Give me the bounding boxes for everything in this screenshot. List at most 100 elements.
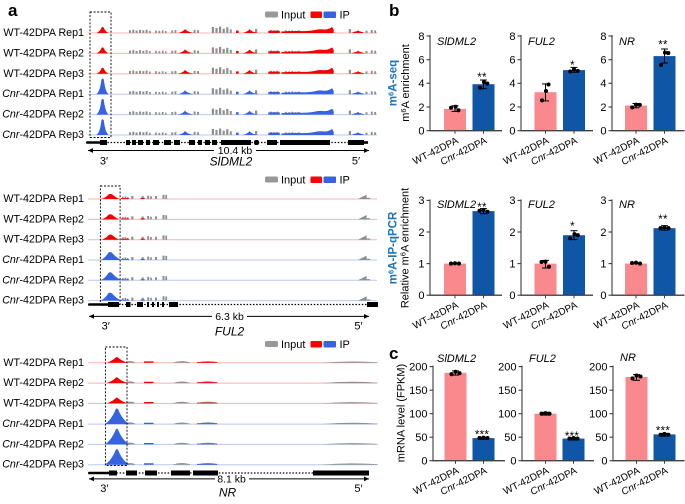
svg-text:SlDML2: SlDML2 (437, 199, 476, 211)
svg-text:WT-42DPA Rep1: WT-42DPA Rep1 (3, 193, 84, 205)
svg-text:150: 150 (409, 385, 427, 397)
svg-text:m6A-IP-qPCR: m6A-IP-qPCR (387, 211, 400, 284)
svg-text:4: 4 (600, 78, 606, 90)
svg-text:Cnr-42DPA Rep2: Cnr-42DPA Rep2 (2, 109, 84, 121)
svg-text:0: 0 (509, 126, 515, 138)
svg-text:50: 50 (415, 432, 427, 444)
svg-text:6: 6 (418, 55, 424, 67)
svg-text:a: a (8, 1, 18, 20)
svg-text:Cnr-42DPA Rep3: Cnr-42DPA Rep3 (2, 129, 84, 141)
svg-text:**: ** (477, 202, 487, 214)
svg-text:6: 6 (509, 55, 515, 67)
svg-text:**: ** (658, 214, 668, 226)
svg-text:2: 2 (509, 102, 515, 114)
svg-text:0: 0 (601, 456, 607, 468)
svg-text:5′: 5′ (354, 483, 362, 495)
svg-text:200: 200 (589, 361, 607, 373)
svg-text:WT-42DPA Rep3: WT-42DPA Rep3 (3, 397, 84, 409)
svg-text:0: 0 (510, 456, 516, 468)
svg-text:8: 8 (600, 31, 606, 43)
svg-text:WT-42DPA Rep3: WT-42DPA Rep3 (3, 234, 84, 246)
svg-text:FUL2: FUL2 (528, 199, 555, 211)
svg-text:2: 2 (600, 227, 606, 239)
svg-text:SlDML2: SlDML2 (437, 353, 476, 365)
svg-text:Cnr-42DPA Rep1: Cnr-42DPA Rep1 (2, 254, 84, 266)
svg-text:Cnr-42DPA Rep1: Cnr-42DPA Rep1 (2, 88, 84, 100)
svg-text:WT-42DPA Rep2: WT-42DPA Rep2 (3, 213, 84, 225)
svg-text:m6A enrichment: m6A enrichment (399, 44, 412, 122)
svg-text:*: * (570, 221, 575, 233)
svg-text:3′: 3′ (100, 156, 108, 168)
svg-text:1: 1 (600, 258, 606, 270)
svg-text:8: 8 (509, 31, 515, 43)
svg-text:Cnr-42DPA Rep3: Cnr-42DPA Rep3 (2, 459, 84, 471)
svg-text:FUL2: FUL2 (529, 353, 556, 365)
svg-text:2: 2 (418, 102, 424, 114)
svg-text:b: b (389, 1, 399, 20)
svg-text:100: 100 (409, 409, 427, 421)
svg-text:150: 150 (498, 385, 516, 397)
svg-text:SlDML2: SlDML2 (437, 36, 476, 48)
svg-text:**: ** (658, 40, 668, 52)
svg-text:**: ** (477, 72, 487, 84)
svg-text:8: 8 (418, 31, 424, 43)
svg-text:2: 2 (600, 102, 606, 114)
svg-text:2: 2 (418, 227, 424, 239)
svg-text:Cnr-42DPA Rep2: Cnr-42DPA Rep2 (2, 438, 84, 450)
svg-text:***: *** (565, 431, 580, 443)
svg-text:Cnr-42DPA Rep1: Cnr-42DPA Rep1 (2, 418, 84, 430)
svg-text:8.1 kb: 8.1 kb (217, 474, 246, 486)
svg-text:m6A-seq: m6A-seq (387, 60, 400, 106)
svg-text:WT-42DPA Rep1: WT-42DPA Rep1 (3, 357, 84, 369)
svg-text:100: 100 (589, 409, 607, 421)
svg-text:3: 3 (600, 195, 606, 207)
svg-text:NR: NR (619, 199, 635, 211)
svg-text:WT-42DPA Rep1: WT-42DPA Rep1 (3, 27, 84, 39)
svg-text:4: 4 (509, 78, 515, 90)
svg-text:10.4 kb: 10.4 kb (218, 145, 253, 157)
svg-text:100: 100 (498, 409, 516, 421)
svg-text:NR: NR (619, 36, 635, 48)
svg-text:Cnr-42DPA Rep2: Cnr-42DPA Rep2 (2, 274, 84, 286)
svg-text:IP: IP (340, 10, 350, 22)
svg-text:Cnr-42DPA Rep3: Cnr-42DPA Rep3 (2, 295, 84, 307)
svg-text:WT-42DPA Rep3: WT-42DPA Rep3 (3, 68, 84, 80)
svg-text:6.3 kb: 6.3 kb (215, 311, 244, 323)
svg-text:3′: 3′ (100, 483, 108, 495)
svg-text:FUL2: FUL2 (528, 36, 555, 48)
svg-text:0: 0 (418, 290, 424, 302)
svg-text:0: 0 (421, 456, 427, 468)
svg-text:Input: Input (281, 10, 305, 22)
svg-text:***: *** (656, 426, 671, 438)
svg-text:5′: 5′ (352, 156, 360, 168)
svg-text:***: *** (475, 430, 490, 442)
svg-text:4: 4 (418, 78, 424, 90)
svg-text:5′: 5′ (354, 321, 362, 333)
svg-text:150: 150 (589, 385, 607, 397)
svg-text:3: 3 (418, 195, 424, 207)
svg-text:NR: NR (219, 486, 237, 500)
svg-text:NR: NR (620, 352, 636, 364)
svg-text:1: 1 (418, 258, 424, 270)
svg-text:SlDML2: SlDML2 (210, 155, 253, 169)
svg-text:3: 3 (509, 195, 515, 207)
svg-text:1: 1 (509, 258, 515, 270)
svg-text:0: 0 (509, 290, 515, 302)
svg-text:0: 0 (418, 126, 424, 138)
svg-text:50: 50 (595, 432, 607, 444)
svg-text:*: * (570, 60, 575, 72)
svg-text:6: 6 (600, 55, 606, 67)
svg-text:WT-42DPA Rep2: WT-42DPA Rep2 (3, 377, 84, 389)
svg-text:0: 0 (600, 126, 606, 138)
svg-text:Relative m6A enrichment: Relative m6A enrichment (399, 188, 412, 308)
svg-text:200: 200 (409, 361, 427, 373)
svg-text:mRNA level (FPKM): mRNA level (FPKM) (396, 364, 408, 462)
svg-text:50: 50 (504, 432, 516, 444)
svg-text:200: 200 (498, 361, 516, 373)
svg-text:3′: 3′ (102, 321, 110, 333)
svg-text:2: 2 (509, 227, 515, 239)
svg-text:FUL2: FUL2 (215, 325, 245, 339)
svg-text:0: 0 (600, 290, 606, 302)
svg-text:c: c (389, 344, 398, 363)
svg-text:WT-42DPA Rep2: WT-42DPA Rep2 (3, 47, 84, 59)
